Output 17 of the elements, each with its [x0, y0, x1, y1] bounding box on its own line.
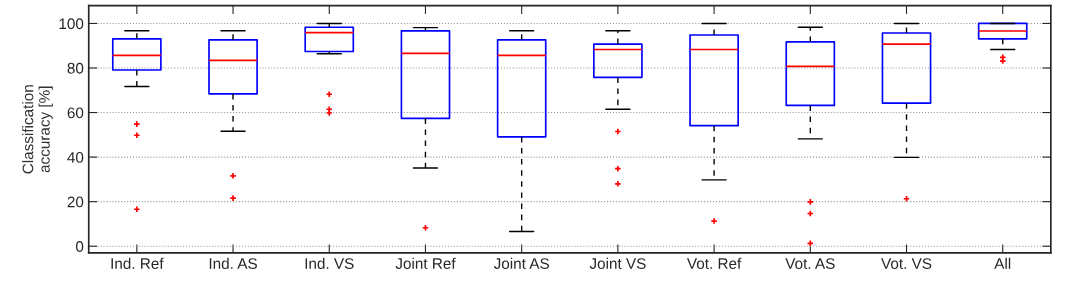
y-tick-label: 40 [67, 151, 84, 163]
x-tick-label: All [994, 257, 1011, 269]
x-tick-label: Joint Ref [395, 257, 456, 269]
x-tick-label: Ind. VS [305, 257, 354, 269]
x-tick-label: Vot. VS [881, 258, 932, 269]
y-tick-label: 80 [67, 62, 84, 74]
x-tick-label: Ind. Ref [111, 257, 164, 269]
y-tick-label: 100 [59, 18, 84, 30]
x-tick-label: Joint VS [589, 257, 646, 269]
x-tick-label: Ind. AS [209, 257, 257, 269]
y-tick-label: 20 [67, 196, 84, 208]
x-tick-label: Vot. AS [785, 258, 835, 269]
y-tick-label: 0 [75, 241, 84, 252]
x-tick-label: Joint AS [493, 257, 549, 269]
x-tick-label: Vot. Ref [686, 257, 742, 269]
y-tick-label: 60 [67, 107, 84, 119]
y-axis-title: Classification accuracy [%] [22, 85, 53, 174]
